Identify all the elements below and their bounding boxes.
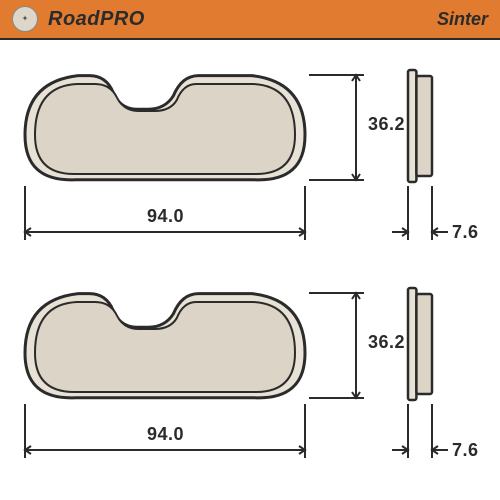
header-bar: ✦ RoadPRO Sinter [0,0,500,40]
product-series: Sinter [437,9,488,30]
diagram-svg [0,40,500,500]
pad1-thickness-label: 7.6 [452,222,479,243]
pad2-thickness-label: 7.6 [452,440,479,461]
diagram-stage: 94.0 36.2 7.6 94.0 36.2 7.6 [0,40,500,500]
pad2-width-label: 94.0 [147,424,184,445]
brand-logo-icon: ✦ [12,6,38,32]
pad2-height-label: 36.2 [368,332,405,353]
pad1-width-label: 94.0 [147,206,184,227]
brand-title: RoadPRO [48,8,145,31]
pad1-height-label: 36.2 [368,114,405,135]
